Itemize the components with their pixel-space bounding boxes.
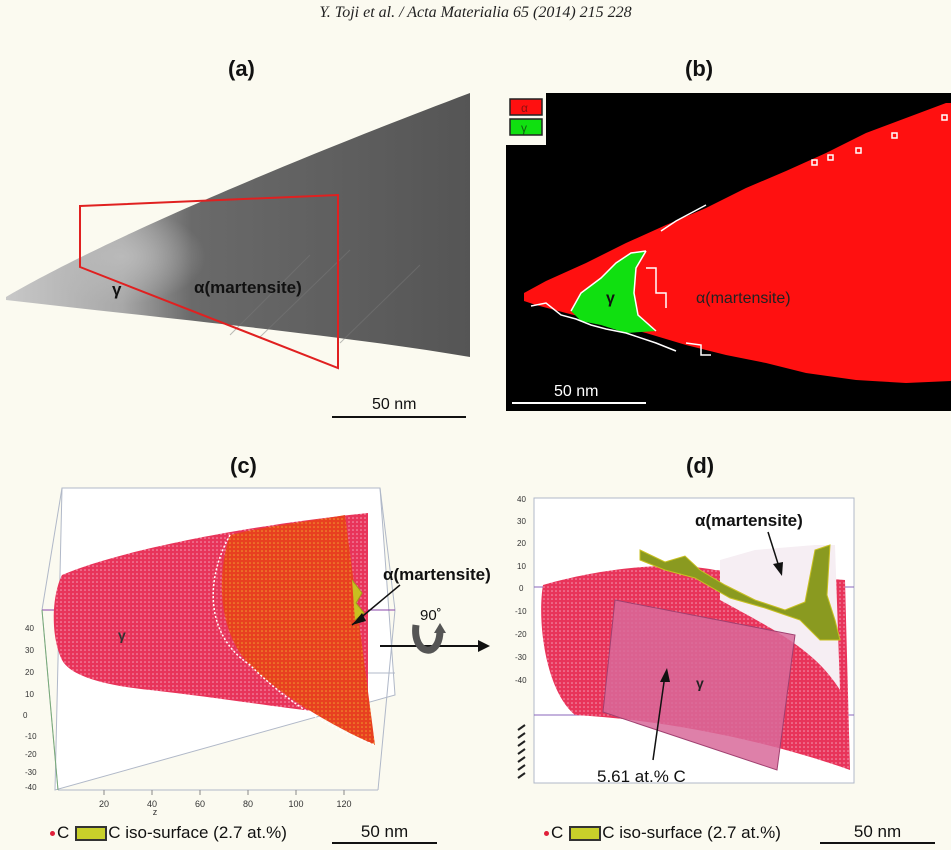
legend-gamma-symbol: γ bbox=[521, 121, 527, 135]
svg-text:-10: -10 bbox=[25, 732, 37, 741]
svg-text:30: 30 bbox=[25, 646, 34, 655]
y-tick-10: 10 bbox=[517, 562, 526, 571]
legend-alpha-symbol: α bbox=[521, 101, 528, 115]
y-tick-neg10: -10 bbox=[515, 607, 527, 616]
panel-c-scalebar-label: 50 nm bbox=[360, 822, 409, 841]
panel-c-label: (c) bbox=[230, 453, 257, 478]
legend-iso-value: (2.7 at.%) bbox=[707, 823, 781, 842]
y-tick-neg20: -20 bbox=[515, 630, 527, 639]
panel-a-tem-image: γ α(martensite) 50 nm bbox=[6, 93, 470, 418]
panel-c-alpha-label: α(martensite) bbox=[383, 565, 491, 584]
svg-text:40: 40 bbox=[25, 624, 34, 633]
panel-b-alpha-label: α(martensite) bbox=[696, 290, 791, 307]
iso-surface-swatch-icon bbox=[569, 825, 602, 841]
panel-c-legend: C C iso-surface (2.7 at.%) bbox=[50, 823, 287, 843]
svg-text:-30: -30 bbox=[25, 768, 37, 777]
x-tick-80: 80 bbox=[243, 799, 253, 809]
x-tick-20: 20 bbox=[99, 799, 109, 809]
svg-text:-20: -20 bbox=[25, 750, 37, 759]
carbon-atom-dot-icon bbox=[544, 830, 549, 836]
panel-d-3d-atom-map: γ α(martensite) 5.61 at.% C 40 30 20 10 … bbox=[515, 495, 855, 786]
rotation-angle-label: 90˚ bbox=[420, 607, 442, 624]
y-tick-neg40: -40 bbox=[515, 676, 527, 685]
y-tick-neg30: -30 bbox=[515, 653, 527, 662]
panel-d-legend: C C iso-surface (2.7 at.%) bbox=[544, 823, 781, 843]
panel-a-scalebar-label: 50 nm bbox=[372, 396, 416, 413]
panel-d-alpha-label: α(martensite) bbox=[695, 511, 803, 530]
journal-citation-header: Y. Toji et al. / Acta Materialia 65 (201… bbox=[319, 4, 632, 21]
panel-d-carbon-label: 5.61 at.% C bbox=[597, 767, 686, 786]
svg-text:10: 10 bbox=[25, 690, 34, 699]
legend-iso-label: C iso-surface bbox=[108, 823, 209, 842]
svg-text:-40: -40 bbox=[25, 783, 37, 792]
legend-iso-label: C iso-surface bbox=[602, 823, 703, 842]
x-tick-100: 100 bbox=[288, 799, 303, 809]
y-tick-0: 0 bbox=[519, 584, 524, 593]
x-tick-120: 120 bbox=[336, 799, 351, 809]
x-tick-60: 60 bbox=[195, 799, 205, 809]
svg-text:0: 0 bbox=[23, 711, 28, 720]
panel-d-gamma-label: γ bbox=[696, 675, 704, 691]
panel-c-gamma-label: γ bbox=[118, 627, 126, 643]
panel-b-scalebar-label: 50 nm bbox=[554, 383, 598, 400]
y-tick-20: 20 bbox=[517, 539, 526, 548]
y-tick-30: 30 bbox=[517, 517, 526, 526]
legend-atom-label: C bbox=[551, 823, 564, 842]
panel-b-gamma-label: γ bbox=[606, 290, 615, 307]
panel-b-phase-map: α γ γ α(martensite) 50 nm bbox=[506, 93, 951, 411]
x-tick-40: 40 bbox=[147, 799, 157, 809]
legend-iso-value: (2.7 at.%) bbox=[213, 823, 287, 842]
svg-text:20: 20 bbox=[25, 668, 34, 677]
panel-d-label: (d) bbox=[686, 453, 715, 478]
panel-d-scalebar: 50 nm bbox=[820, 822, 935, 844]
panel-b-label: (b) bbox=[685, 56, 714, 81]
panel-a-alpha-label: α(martensite) bbox=[194, 278, 302, 297]
y-tick-40: 40 bbox=[517, 495, 526, 504]
panel-d-scalebar-label: 50 nm bbox=[853, 822, 902, 841]
legend-atom-label: C bbox=[57, 823, 70, 842]
panel-c-scalebar: 50 nm bbox=[332, 822, 437, 844]
panel-a-label: (a) bbox=[228, 56, 255, 81]
iso-surface-swatch-icon bbox=[75, 825, 108, 841]
carbon-atom-dot-icon bbox=[50, 830, 55, 836]
panel-a-gamma-label: γ bbox=[112, 280, 122, 299]
x-axis-label: z bbox=[153, 807, 158, 815]
